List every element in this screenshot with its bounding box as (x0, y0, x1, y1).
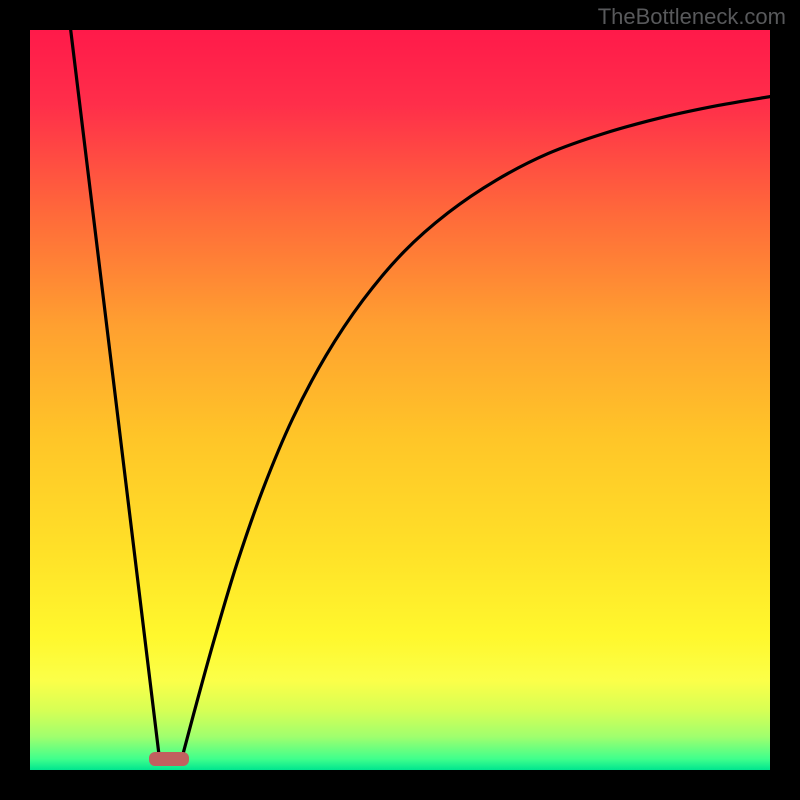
bottleneck-curve (30, 30, 770, 770)
optimal-marker (149, 752, 190, 765)
curve-path (71, 30, 770, 759)
watermark-text: TheBottleneck.com (598, 4, 786, 30)
chart-frame: TheBottleneck.com (0, 0, 800, 800)
plot-area (30, 30, 770, 770)
